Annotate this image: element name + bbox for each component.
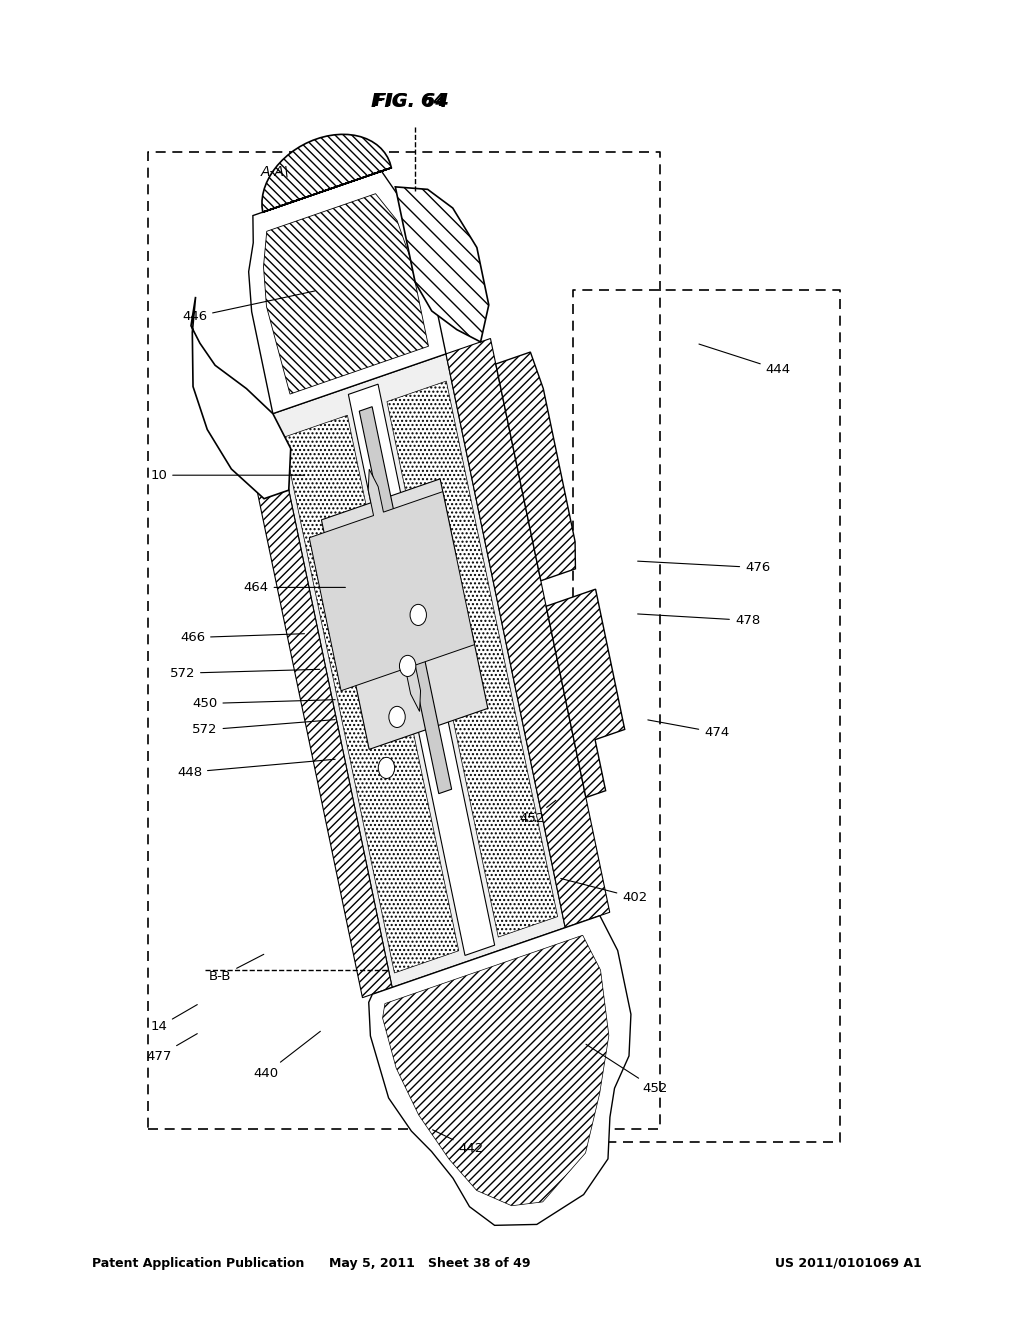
Text: US 2011/0101069 A1: US 2011/0101069 A1 <box>775 1257 922 1270</box>
Text: 477: 477 <box>146 1034 198 1063</box>
Text: Patent Application Publication: Patent Application Publication <box>92 1257 304 1270</box>
Polygon shape <box>348 384 495 956</box>
Circle shape <box>410 605 426 626</box>
Polygon shape <box>387 381 558 937</box>
Text: FIG. 64: FIG. 64 <box>374 92 445 111</box>
Text: 14: 14 <box>151 1005 198 1034</box>
Text: 10: 10 <box>151 469 304 482</box>
Text: 474: 474 <box>648 719 729 739</box>
Polygon shape <box>359 407 452 793</box>
Polygon shape <box>263 194 428 395</box>
Polygon shape <box>546 589 625 797</box>
Text: 478: 478 <box>638 614 760 627</box>
Polygon shape <box>383 936 609 1205</box>
Text: 572: 572 <box>193 719 335 737</box>
Circle shape <box>378 758 394 779</box>
Text: 466: 466 <box>180 631 304 644</box>
Text: 440: 440 <box>254 1031 321 1080</box>
Text: 446: 446 <box>182 290 314 323</box>
Text: 444: 444 <box>699 345 791 376</box>
Circle shape <box>399 655 416 676</box>
Text: 442: 442 <box>432 1130 483 1155</box>
Polygon shape <box>395 187 488 342</box>
Text: 402: 402 <box>561 879 647 904</box>
Polygon shape <box>249 172 446 413</box>
Polygon shape <box>309 469 474 711</box>
Polygon shape <box>496 352 575 581</box>
Text: 448: 448 <box>177 759 335 779</box>
Text: FIG. 64: FIG. 64 <box>371 92 449 111</box>
Text: May 5, 2011   Sheet 38 of 49: May 5, 2011 Sheet 38 of 49 <box>330 1257 530 1270</box>
Polygon shape <box>191 297 291 499</box>
Polygon shape <box>369 916 631 1225</box>
Polygon shape <box>272 354 565 987</box>
Text: 464: 464 <box>244 581 345 594</box>
Text: B-B: B-B <box>209 954 264 983</box>
Polygon shape <box>243 413 392 998</box>
Text: A-A\: A-A\ <box>261 165 290 178</box>
Polygon shape <box>446 338 609 928</box>
Text: 452: 452 <box>520 800 556 825</box>
Text: 452: 452 <box>586 1044 668 1096</box>
Text: 572: 572 <box>170 667 319 680</box>
Text: 450: 450 <box>193 697 335 710</box>
Polygon shape <box>322 479 487 750</box>
Polygon shape <box>262 135 391 213</box>
Text: 476: 476 <box>638 561 770 574</box>
Polygon shape <box>283 416 459 973</box>
Circle shape <box>389 706 406 727</box>
